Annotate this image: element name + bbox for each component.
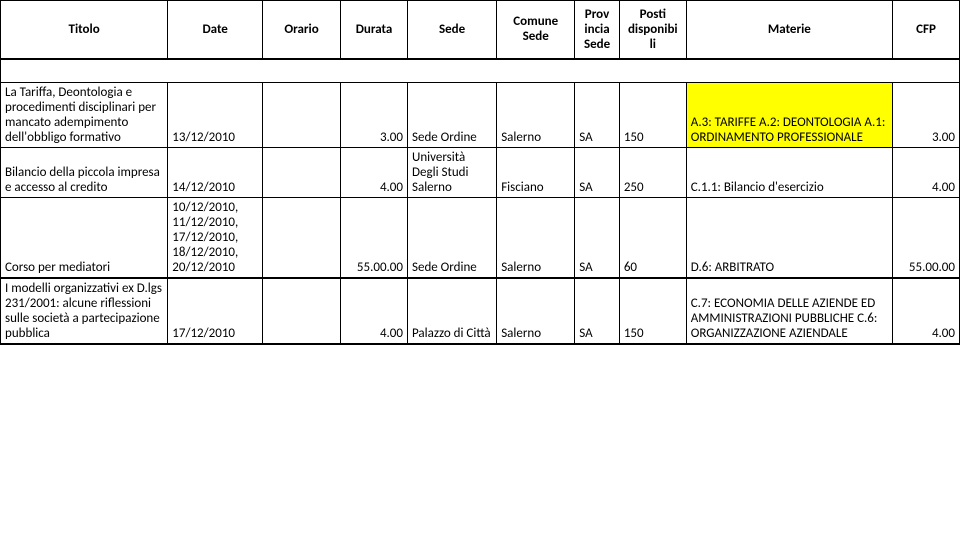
cell-titolo: I modelli organizzativi ex D.lgs 231/200… [1,278,168,344]
cell-durata: 4.00 [341,148,408,198]
cell-sede: Sede Ordine [408,198,497,279]
cell-orario [263,83,341,148]
cell-titolo: Corso per mediatori [1,198,168,279]
header-durata: Durata [341,1,408,59]
cell-prov: SA [575,198,620,279]
cell-sede: Palazzo di Città [408,278,497,344]
table-header-row: Titolo Date Orario Durata Sede Comune Se… [1,1,960,59]
cell-date: 17/12/2010 [168,278,263,344]
header-prov: Prov incia Sede [575,1,620,59]
cell-durata: 3.00 [341,83,408,148]
cell-posti: 150 [619,278,686,344]
header-comune: Comune Sede [497,1,575,59]
header-titolo: Titolo [1,1,168,59]
table-row: Bilancio della piccola impresa e accesso… [1,148,960,198]
cell-orario [263,198,341,279]
header-materie: Materie [686,1,892,59]
cell-materie: A.3: TARIFFE A.2: DEONTOLOGIA A.1: ORDIN… [686,83,892,148]
cell-posti: 150 [619,83,686,148]
cell-comune: Salerno [497,198,575,279]
header-sede: Sede [408,1,497,59]
cell-sede: Sede Ordine [408,83,497,148]
cell-titolo: La Tariffa, Deontologia e procedimenti d… [1,83,168,148]
table-row: Corso per mediatori10/12/2010, 11/12/201… [1,198,960,279]
table-body: La Tariffa, Deontologia e procedimenti d… [1,59,960,345]
header-orario: Orario [263,1,341,59]
cell-materie: C.7: ECONOMIA DELLE AZIENDE ED AMMINISTR… [686,278,892,344]
cell-date: 10/12/2010, 11/12/2010, 17/12/2010, 18/1… [168,198,263,279]
cell-sede: Università Degli Studi Salerno [408,148,497,198]
cell-prov: SA [575,83,620,148]
cell-comune: Salerno [497,83,575,148]
cell-cfp: 55.00.00 [893,198,960,279]
cell-date: 13/12/2010 [168,83,263,148]
cell-posti: 250 [619,148,686,198]
cell-materie: D.6: ARBITRATO [686,198,892,279]
cell-comune: Salerno [497,278,575,344]
cell-comune: Fisciano [497,148,575,198]
cell-materie: C.1.1: Bilancio d'esercizio [686,148,892,198]
cell-durata: 4.00 [341,278,408,344]
cell-cfp: 4.00 [893,148,960,198]
cell-date: 14/12/2010 [168,148,263,198]
table-row: La Tariffa, Deontologia e procedimenti d… [1,83,960,148]
header-date: Date [168,1,263,59]
cell-orario [263,278,341,344]
cell-cfp: 3.00 [893,83,960,148]
spacer-row [1,59,960,83]
cell-prov: SA [575,278,620,344]
data-table: Titolo Date Orario Durata Sede Comune Se… [0,0,960,345]
header-posti: Posti disponibi li [619,1,686,59]
table-row: I modelli organizzativi ex D.lgs 231/200… [1,278,960,344]
cell-cfp: 4.00 [893,278,960,344]
cell-orario [263,148,341,198]
header-cfp: CFP [893,1,960,59]
cell-durata: 55.00.00 [341,198,408,279]
cell-posti: 60 [619,198,686,279]
cell-titolo: Bilancio della piccola impresa e accesso… [1,148,168,198]
cell-prov: SA [575,148,620,198]
